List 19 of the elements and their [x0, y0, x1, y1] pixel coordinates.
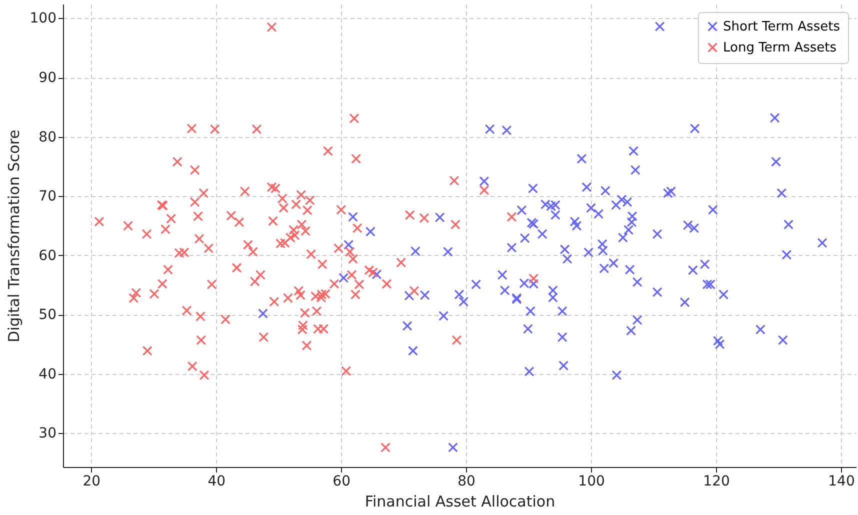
x-tick-label: 20	[82, 474, 101, 490]
y-axis-title: Digital Transformation Score	[4, 130, 23, 342]
y-tick-label: 100	[30, 10, 56, 27]
x-tick-label: 80	[458, 474, 476, 490]
x-tick-label: 100	[578, 474, 605, 490]
y-tick-label: 60	[38, 248, 56, 264]
x-tick-label: 60	[332, 474, 350, 490]
y-tick-label: 50	[38, 307, 56, 324]
legend-label: Short Term Assets	[723, 20, 840, 34]
x-tick-label: 140	[828, 474, 855, 490]
x-axis-title: Financial Asset Allocation	[364, 492, 556, 510]
x-tick-label: 120	[703, 474, 730, 490]
y-tick-label: 90	[38, 70, 56, 86]
x-tick-label: 40	[208, 474, 226, 490]
legend-label: Long Term Assets	[723, 40, 837, 56]
y-tick-label: 80	[38, 129, 56, 146]
y-tick-label: 70	[38, 188, 56, 205]
y-tick-label: 40	[38, 366, 56, 382]
y-tick-label: 30	[38, 426, 56, 442]
